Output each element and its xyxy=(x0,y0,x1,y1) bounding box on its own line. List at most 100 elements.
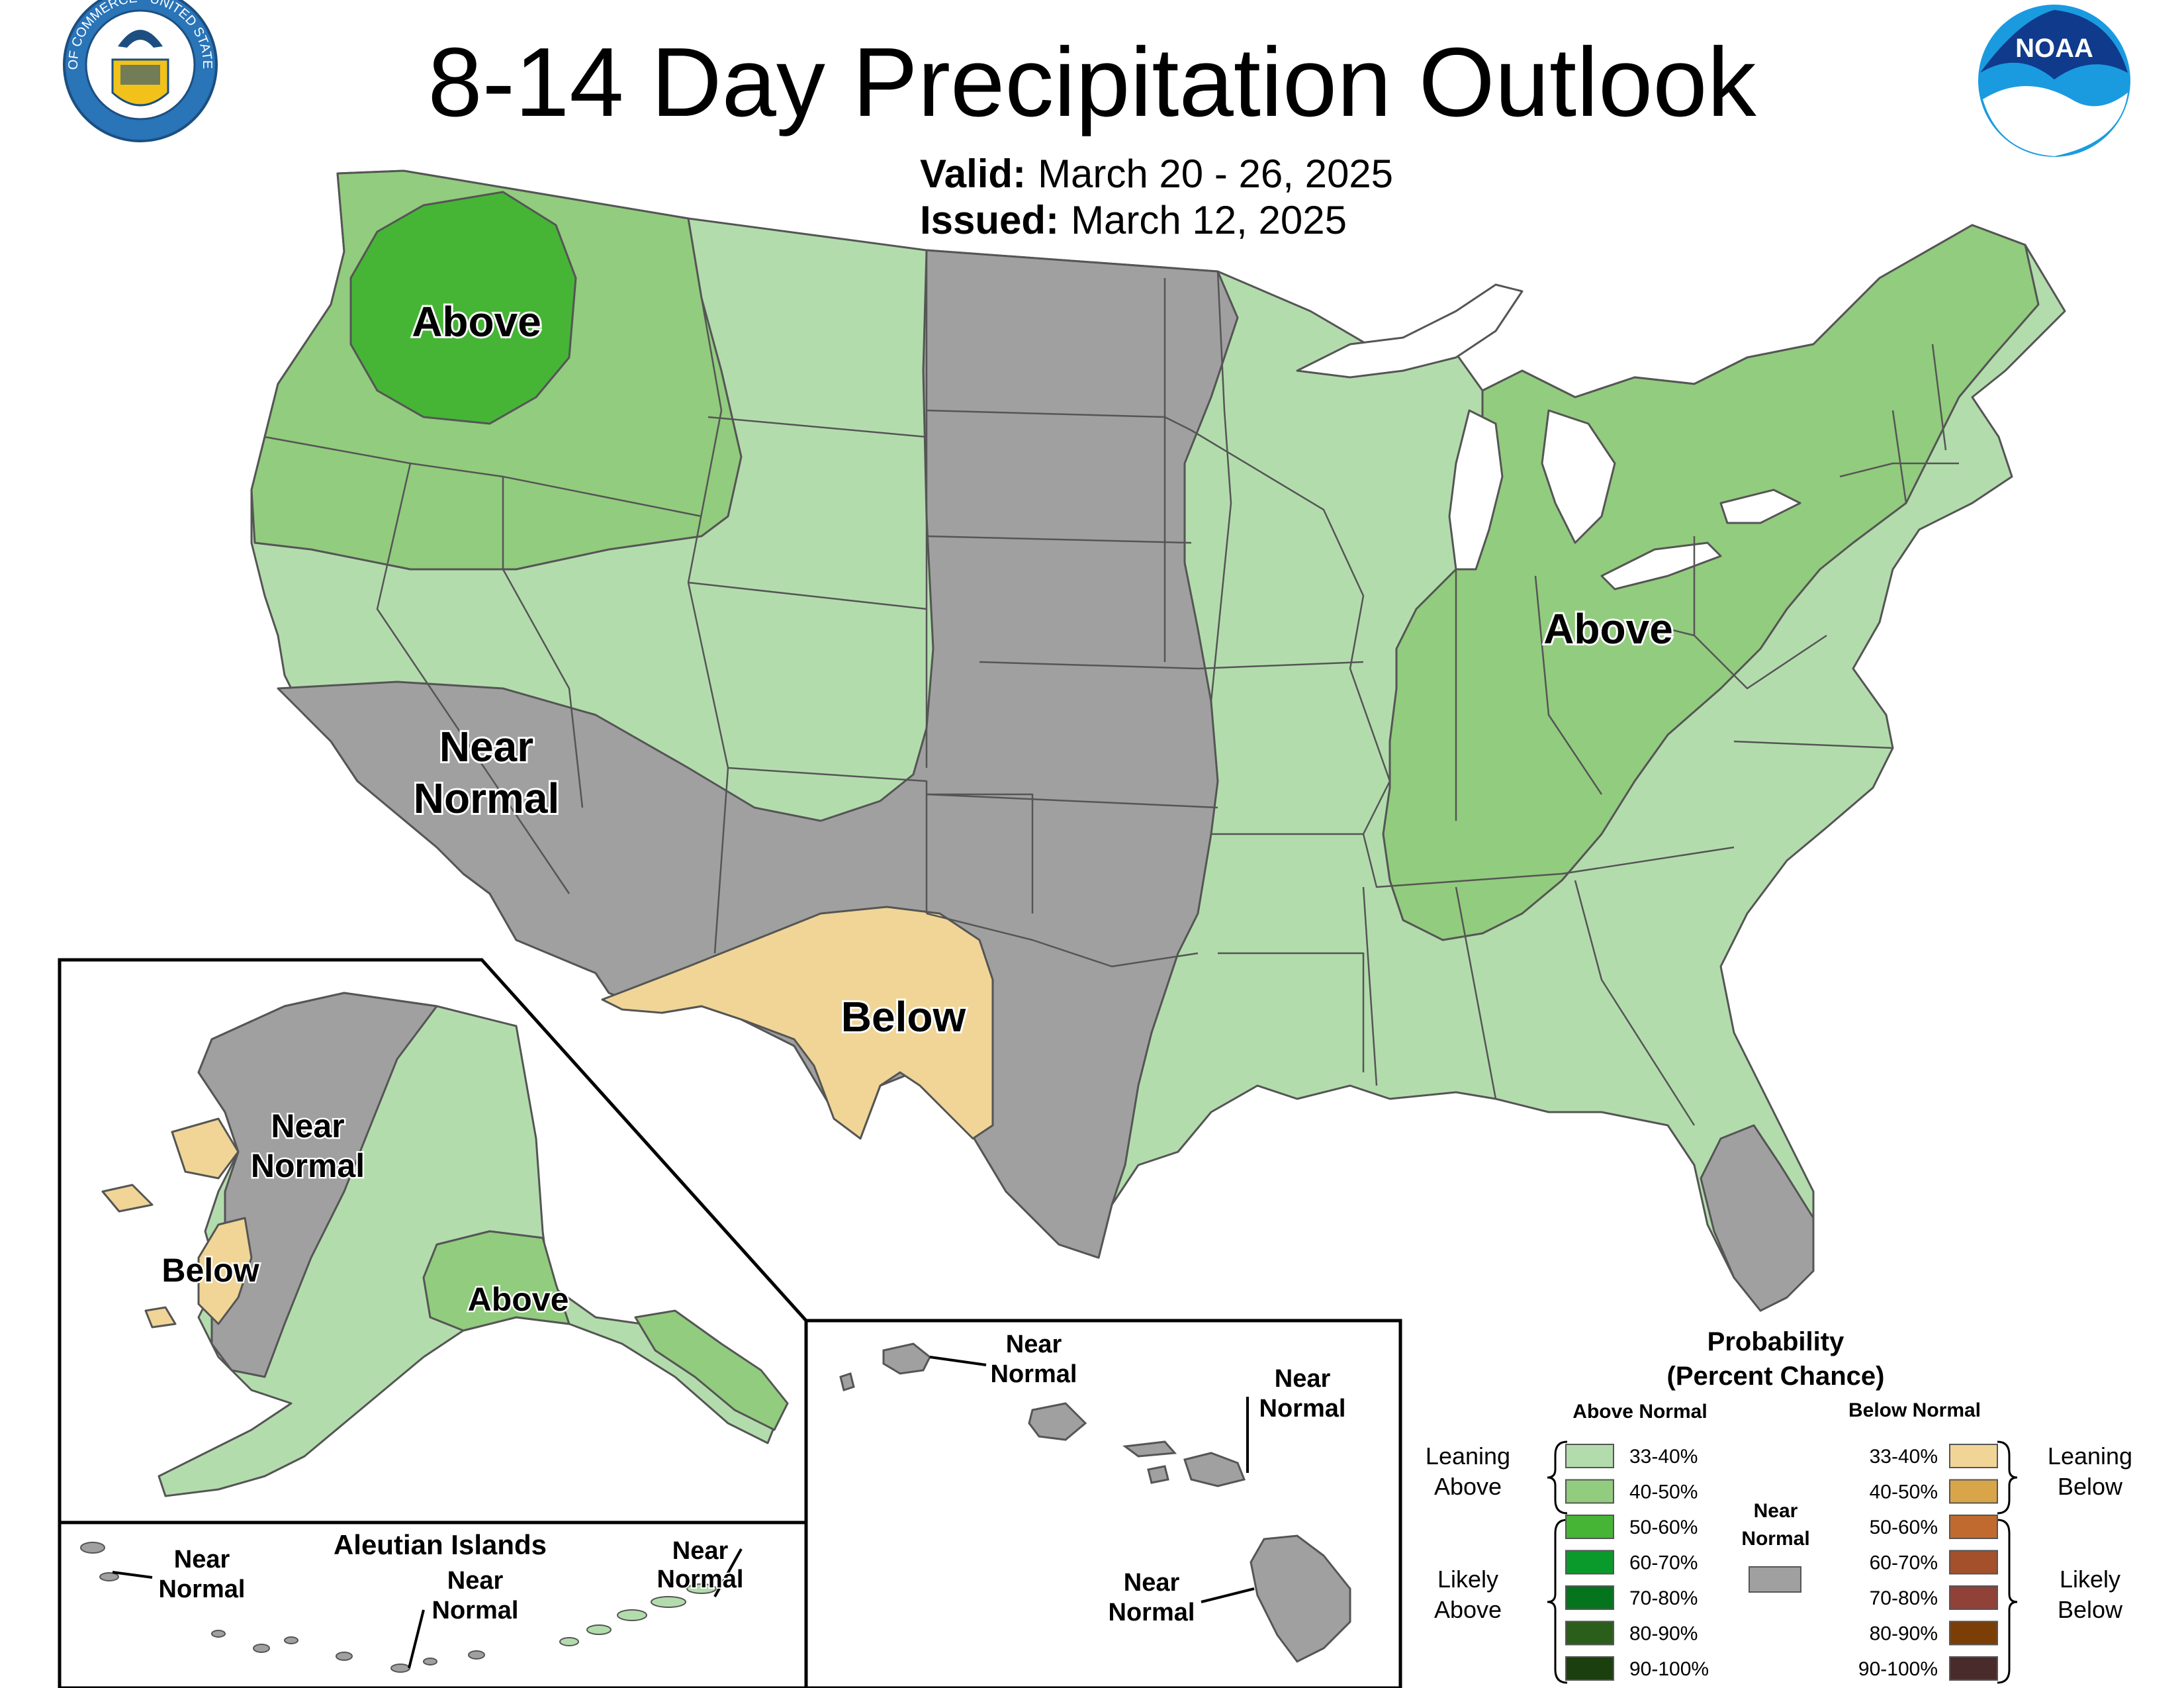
alaska-label-below: Below xyxy=(161,1252,259,1289)
legend-below-swatch-6 xyxy=(1949,1656,1998,1681)
legend-above-label-4: 70-80% xyxy=(1629,1587,1698,1609)
legend-above-swatch-6 xyxy=(1565,1656,1614,1681)
aleutian-label-3-line2: Normal xyxy=(657,1566,744,1593)
issued-label: Issued: xyxy=(920,198,1060,242)
legend-below-label-0: 33-40% xyxy=(1870,1446,1938,1468)
alaska-label-near-normal-line2: Normal xyxy=(251,1147,365,1184)
region-near-normal-florida xyxy=(1700,1124,1815,1312)
legend-title-line1: Probability xyxy=(1707,1327,1844,1356)
legend-above-label-1: 40-50% xyxy=(1629,1481,1698,1503)
conus-label-above-east: Above xyxy=(1543,605,1673,653)
region-above-40-50-east xyxy=(1382,224,2040,941)
island-big-island xyxy=(1250,1534,1351,1663)
valid-dates: Valid: March 20 - 26, 2025 xyxy=(920,151,1393,197)
conus-label-near-normal-line1: Near xyxy=(439,723,533,771)
region-near-normal-west xyxy=(277,249,1239,1259)
legend-below-swatch-3 xyxy=(1949,1550,1998,1575)
legend-likely-below-line2: Below xyxy=(2058,1596,2123,1623)
st-lawrence-island xyxy=(101,1184,154,1213)
legend-above-label-0: 33-40% xyxy=(1629,1446,1698,1468)
legend-leaning-below-line1: Leaning xyxy=(2048,1442,2132,1470)
legend-likely-above-line1: Likely xyxy=(1437,1566,1498,1593)
valid-label: Valid: xyxy=(920,152,1026,196)
island-maui xyxy=(1183,1452,1246,1487)
conus-label-below: Below xyxy=(841,993,966,1041)
legend-likely-above-line2: Above xyxy=(1434,1596,1502,1623)
legend-above-label-3: 60-70% xyxy=(1629,1552,1698,1574)
hawaii-label-kauai-line2: Normal xyxy=(991,1360,1077,1388)
legend-above-swatch-1 xyxy=(1565,1479,1614,1504)
island-lanai xyxy=(1147,1465,1169,1484)
aleutian-label-1-line1: Near xyxy=(174,1546,230,1573)
aleutian-label-2-line2: Normal xyxy=(432,1597,519,1624)
alaska-inset: Near Normal Below Above xyxy=(58,958,808,1524)
noaa-logo-text: NOAA xyxy=(2015,34,2093,63)
legend-below-header: Below Normal xyxy=(1848,1399,1981,1421)
legend-above-swatch-5 xyxy=(1565,1620,1614,1646)
aleutian-label-3-line1: Near xyxy=(672,1537,729,1565)
page-title: 8-14 Day Precipitation Outlook xyxy=(428,28,1756,137)
legend-above-label-2: 50-60% xyxy=(1629,1517,1698,1538)
hawaii-inset: Near Normal Near Normal Near Normal xyxy=(804,1319,1402,1688)
legend-below-swatch-0 xyxy=(1949,1444,1998,1468)
aleutian-label-2-line1: Near xyxy=(447,1567,504,1595)
island-oahu xyxy=(1028,1402,1087,1441)
legend-below-label-6: 90-100% xyxy=(1858,1658,1938,1680)
legend-below-swatch-5 xyxy=(1949,1620,1998,1646)
legend-above-swatch-0 xyxy=(1565,1444,1614,1468)
legend-below-swatch-1 xyxy=(1949,1479,1998,1504)
hawaii-label-big-island-line1: Near xyxy=(1124,1569,1180,1597)
issued-value: March 12, 2025 xyxy=(1071,198,1347,242)
legend-near-normal-swatch xyxy=(1749,1566,1801,1593)
legend-likely-below-line1: Likely xyxy=(2060,1566,2120,1593)
valid-value: March 20 - 26, 2025 xyxy=(1038,152,1394,196)
noaa-logo-icon: NOAA xyxy=(1978,5,2130,157)
legend-title-line2: (Percent Chance) xyxy=(1667,1362,1885,1391)
region-below-33-40-southwest xyxy=(601,906,994,1140)
lake-huron xyxy=(1541,409,1616,544)
alaska-below xyxy=(197,1217,253,1325)
hawaii-label-kauai-line1: Near xyxy=(1006,1331,1062,1358)
alaska-panhandle xyxy=(634,1309,789,1431)
conus-label-above-northwest: Above xyxy=(412,298,541,346)
island-kauai xyxy=(882,1342,931,1375)
lake-michigan xyxy=(1448,409,1504,571)
aleutian-label-1-line2: Normal xyxy=(159,1575,246,1603)
legend-above-label-5: 80-90% xyxy=(1629,1623,1698,1645)
aleutians-inset: Aleutian Islands Near Normal xyxy=(58,1521,808,1688)
alaska-label-near-normal-line1: Near xyxy=(271,1107,344,1145)
legend-above-swatch-4 xyxy=(1565,1585,1614,1610)
legend-leaning-above-line1: Leaning xyxy=(1426,1442,1510,1470)
hawaii-label-big-island-line2: Normal xyxy=(1109,1599,1195,1626)
hawaii-label-maui-line2: Normal xyxy=(1259,1395,1346,1423)
island-molokai xyxy=(1122,1440,1177,1458)
legend: Probability (Percent Chance) Above Norma… xyxy=(1426,1327,2132,1684)
alaska-label-above: Above xyxy=(468,1281,569,1318)
legend-below-label-4: 70-80% xyxy=(1870,1587,1938,1609)
legend-leaning-above-line2: Above xyxy=(1434,1473,1502,1500)
nunivak-island xyxy=(144,1306,177,1329)
alaska-below-seward xyxy=(171,1117,240,1180)
legend-below-swatch-2 xyxy=(1949,1515,1998,1539)
legend-below-label-2: 50-60% xyxy=(1870,1517,1938,1538)
conus-map xyxy=(250,169,2066,1312)
issued-date: Issued: March 12, 2025 xyxy=(920,197,1347,243)
legend-above-swatch-3 xyxy=(1565,1550,1614,1575)
legend-near-normal-line2: Normal xyxy=(1741,1528,1809,1550)
legend-above-header: Above Normal xyxy=(1572,1401,1707,1423)
state-borders xyxy=(264,250,1959,1126)
legend-above-label-6: 90-100% xyxy=(1629,1658,1709,1680)
conus-label-near-normal-line2: Normal xyxy=(414,774,560,822)
legend-near-normal-line1: Near xyxy=(1754,1500,1798,1522)
lake-superior xyxy=(1296,283,1524,379)
aleutian-islands-title: Aleutian Islands xyxy=(334,1529,547,1560)
region-above-50-60-northwest xyxy=(349,191,577,425)
commerce-seal-icon: DEPARTMENT OF COMMERCE · UNITED STATES O… xyxy=(0,0,218,142)
alaska-above-40-50 xyxy=(422,1230,570,1332)
hawaii-label-maui-line1: Near xyxy=(1275,1365,1331,1393)
legend-leaning-below-line2: Below xyxy=(2058,1473,2123,1500)
lake-ontario xyxy=(1719,489,1801,524)
legend-below-label-1: 40-50% xyxy=(1870,1481,1938,1503)
legend-above-swatch-2 xyxy=(1565,1515,1614,1539)
